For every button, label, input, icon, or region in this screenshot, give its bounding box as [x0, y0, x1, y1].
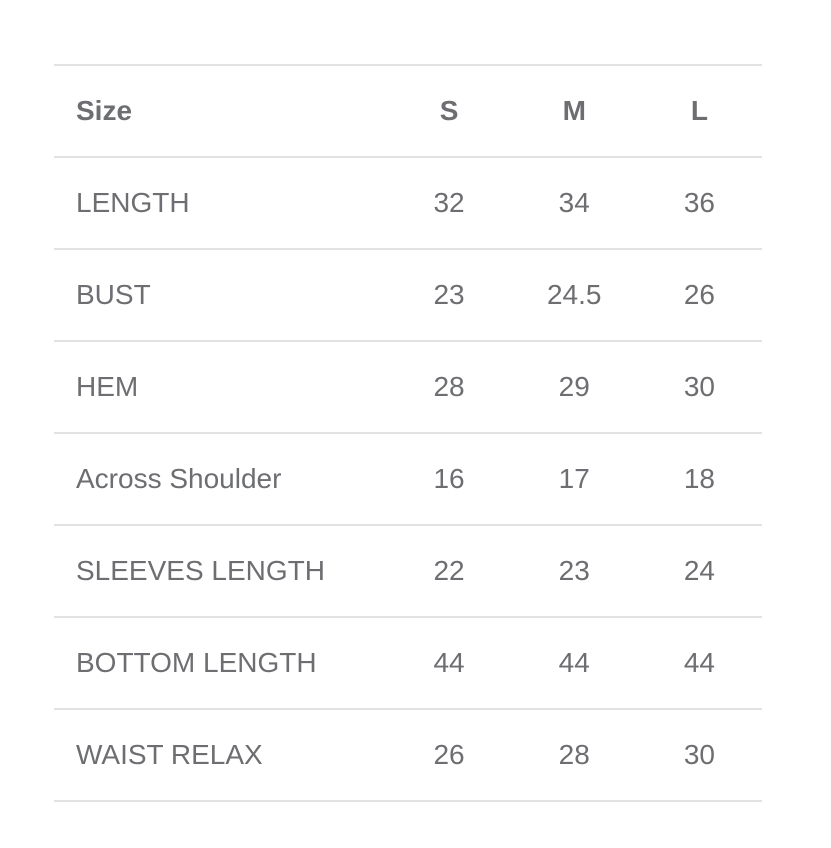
row-label: LENGTH — [54, 157, 387, 250]
cell-value: 28 — [386, 341, 512, 434]
cell-value: 34 — [511, 157, 637, 250]
header-l: L — [636, 65, 762, 158]
cell-value: 44 — [386, 617, 512, 710]
size-chart-table: Size S M L LENGTH 32 34 36 BUST 23 24.5 26 HEM 28… — [54, 64, 762, 802]
row-label: SLEEVES LENGTH — [54, 525, 387, 618]
cell-value: 23 — [386, 249, 512, 342]
cell-value: 28 — [511, 709, 637, 802]
cell-value: 26 — [386, 709, 512, 802]
cell-value: 30 — [636, 709, 762, 802]
header-m: M — [511, 65, 637, 158]
cell-value: 32 — [386, 157, 512, 250]
cell-value: 22 — [386, 525, 512, 618]
table-row: Across Shoulder 16 17 18 — [54, 433, 762, 526]
cell-value: 29 — [511, 341, 637, 434]
cell-value: 44 — [636, 617, 762, 710]
row-label: WAIST RELAX — [54, 709, 387, 802]
cell-value: 44 — [511, 617, 637, 710]
header-s: S — [386, 65, 512, 158]
cell-value: 24 — [636, 525, 762, 618]
header-row: Size S M L — [54, 65, 762, 158]
table-row: SLEEVES LENGTH 22 23 24 — [54, 525, 762, 618]
cell-value: 17 — [511, 433, 637, 526]
cell-value: 23 — [511, 525, 637, 618]
cell-value: 18 — [636, 433, 762, 526]
header-size: Size — [54, 65, 387, 158]
table-row: BOTTOM LENGTH 44 44 44 — [54, 617, 762, 710]
row-label: BUST — [54, 249, 387, 342]
cell-value: 36 — [636, 157, 762, 250]
cell-value: 16 — [386, 433, 512, 526]
cell-value: 24.5 — [511, 249, 637, 342]
table-row: BUST 23 24.5 26 — [54, 249, 762, 342]
cell-value: 30 — [636, 341, 762, 434]
table-row: LENGTH 32 34 36 — [54, 157, 762, 250]
table-row: HEM 28 29 30 — [54, 341, 762, 434]
cell-value: 26 — [636, 249, 762, 342]
table-row: WAIST RELAX 26 28 30 — [54, 709, 762, 802]
row-label: Across Shoulder — [54, 433, 387, 526]
row-label: BOTTOM LENGTH — [54, 617, 387, 710]
row-label: HEM — [54, 341, 387, 434]
